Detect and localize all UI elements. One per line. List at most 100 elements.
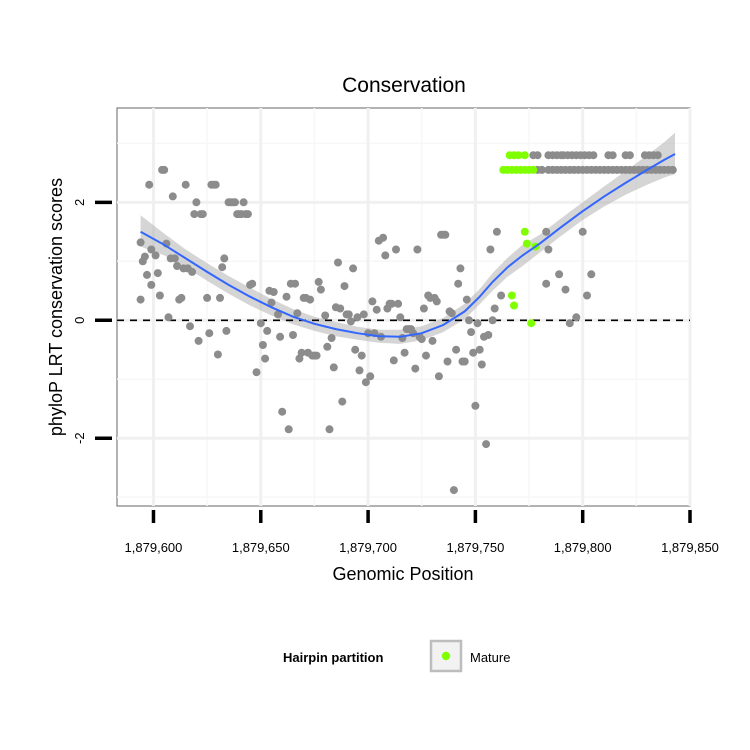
x-tick-label: 1,879,700 (339, 540, 397, 555)
data-point (136, 295, 145, 304)
data-point (140, 252, 149, 261)
data-point (192, 198, 201, 207)
data-point (346, 317, 355, 326)
data-point (198, 210, 207, 219)
data-point (583, 291, 591, 300)
data-point (312, 351, 321, 360)
x-tick-label: 1,879,800 (554, 540, 612, 555)
data-point (177, 293, 186, 302)
data-point (220, 254, 229, 263)
data-point (329, 363, 338, 372)
data-point (396, 313, 405, 322)
data-point (173, 262, 182, 270)
data-point (188, 267, 197, 276)
data-point (222, 326, 231, 335)
data-point (482, 440, 491, 449)
data-point (389, 356, 398, 365)
data-point-mature (514, 151, 523, 160)
data-point (578, 227, 587, 236)
data-point (572, 313, 581, 322)
data-point (340, 282, 349, 291)
data-point (164, 313, 173, 322)
legend-key-mature (441, 651, 451, 661)
data-point (469, 348, 478, 357)
data-point (467, 328, 476, 337)
y-tick-label: 0 (72, 317, 87, 324)
data-point (351, 345, 360, 354)
data-point (349, 264, 358, 273)
data-point (387, 299, 396, 308)
data-point (147, 280, 156, 289)
data-point (372, 305, 381, 314)
data-point (392, 245, 400, 254)
data-point (334, 258, 342, 267)
data-point (381, 251, 390, 260)
data-point (316, 285, 325, 294)
y-axis-title: phyloP LRT conservation scores (46, 178, 66, 436)
data-point (194, 336, 203, 345)
data-point (454, 279, 463, 288)
data-point (269, 288, 278, 296)
data-point-mature (527, 319, 536, 328)
data-point (325, 425, 334, 434)
data-point-mature (520, 227, 529, 236)
data-point (306, 295, 315, 304)
data-point (267, 298, 276, 307)
chart-title: Conservation (342, 74, 466, 97)
data-point (565, 319, 574, 328)
data-point (473, 319, 482, 328)
data-point (460, 357, 469, 366)
data-point (625, 151, 634, 160)
data-point (151, 251, 160, 260)
data-point (353, 313, 362, 322)
data-point (465, 316, 473, 325)
data-point (231, 198, 239, 207)
data-point (400, 348, 409, 357)
data-point (608, 151, 617, 160)
data-point (417, 335, 426, 344)
data-point (668, 165, 677, 174)
data-point (533, 151, 542, 160)
data-point (297, 348, 306, 357)
data-point (490, 304, 499, 313)
data-point (544, 245, 553, 254)
data-point (471, 401, 480, 410)
data-point (456, 264, 465, 273)
data-point (462, 295, 471, 304)
data-point (561, 285, 570, 294)
points-layer (136, 151, 677, 495)
data-point (477, 360, 486, 369)
data-point (366, 372, 375, 381)
data-point (379, 233, 388, 242)
data-point (314, 277, 323, 286)
data-point (359, 310, 368, 319)
data-point (537, 165, 546, 174)
data-point (186, 322, 194, 331)
data-point (258, 341, 267, 349)
data-point-mature (522, 239, 531, 248)
smooth-line-layer (140, 153, 676, 338)
data-point (252, 368, 261, 377)
data-point (263, 326, 272, 335)
data-point (355, 366, 364, 375)
legend-title: Hairpin partition (283, 650, 383, 665)
smooth-line (140, 153, 676, 338)
data-point (256, 319, 265, 328)
data-point (589, 151, 598, 160)
data-point (428, 336, 437, 345)
data-point (213, 350, 222, 359)
gridlines (117, 108, 692, 506)
x-tick-label: 1,879,600 (125, 540, 183, 555)
data-point-mature (507, 291, 516, 300)
data-point-mature (529, 165, 538, 174)
data-point (555, 270, 564, 279)
data-point (413, 245, 422, 254)
y-tick-label: 2 (72, 199, 87, 206)
data-point (344, 310, 353, 319)
data-point (284, 425, 293, 434)
x-tick-label: 1,879,750 (446, 540, 504, 555)
data-point (357, 351, 366, 360)
data-point (291, 279, 300, 288)
data-point (497, 291, 506, 300)
data-point-mature (510, 301, 518, 310)
